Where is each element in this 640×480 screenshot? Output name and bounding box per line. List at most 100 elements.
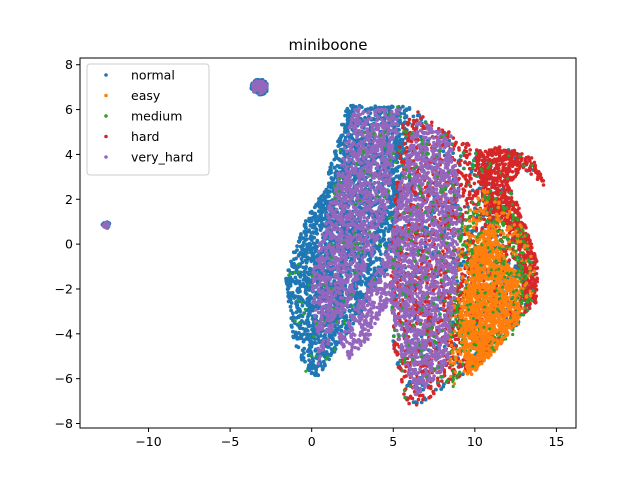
data-point [382,229,386,234]
data-point [465,196,470,201]
data-point [468,148,473,152]
data-point [296,345,301,350]
data-point [384,241,388,246]
data-point [306,272,311,276]
data-point [358,205,362,210]
data-point [295,244,299,249]
data-point [297,240,302,244]
data-point [359,294,363,299]
data-point [428,386,433,391]
data-point [302,229,307,234]
data-point [461,194,465,198]
data-point [318,210,323,215]
data-point [400,379,404,384]
data-point [306,312,311,316]
data-point [293,275,298,280]
data-point [467,152,472,156]
data-point [289,323,294,328]
data-point [529,172,533,176]
data-point [322,196,327,201]
data-point [298,250,303,255]
data-point [295,336,299,341]
data-point [415,113,420,118]
data-point [459,158,463,163]
data-point [307,304,312,309]
data-point [309,371,314,376]
data-point [507,258,512,263]
data-point [411,400,416,405]
data-point [441,249,445,253]
data-point [393,197,398,201]
data-point [311,366,316,370]
data-point [461,190,466,195]
data-point [330,181,335,185]
data-point [385,221,390,226]
data-points [100,78,546,407]
data-point [327,334,332,339]
data-point [395,342,400,347]
data-point [398,145,402,149]
data-point [298,275,303,279]
data-point [464,145,468,150]
data-point [309,219,313,224]
data-point [296,315,301,320]
data-point [299,234,303,238]
data-point [312,371,317,376]
data-point [286,286,291,291]
data-point [413,190,418,194]
data-point [307,358,311,363]
data-point [305,257,310,262]
data-point [524,168,528,172]
data-point [460,171,464,176]
data-point [351,321,356,326]
data-point [503,249,508,254]
data-point [347,308,352,313]
data-point [407,106,412,110]
data-point [306,320,311,325]
data-point [306,229,310,234]
data-point [337,138,342,142]
data-point [394,193,399,197]
data-point [310,211,314,216]
data-point [467,190,472,194]
data-point [432,391,436,396]
data-point [288,304,293,309]
data-point [461,187,466,191]
data-point [395,180,400,185]
data-point [317,197,321,201]
data-point [289,301,294,305]
data-point [399,160,404,164]
data-point [332,165,337,170]
data-point [350,104,355,109]
data-point [471,194,476,198]
data-point [314,341,318,346]
data-point [310,247,314,252]
data-point [285,281,289,286]
data-point [304,292,309,296]
data-point [309,235,314,240]
data-point [286,299,291,304]
data-point [303,327,308,332]
data-point [340,133,345,138]
data-point [306,324,311,329]
data-point [303,254,308,259]
data-point [460,284,464,288]
data-point [408,396,412,400]
data-point [466,204,470,209]
data-point [330,177,335,182]
data-point [336,144,341,149]
data-point [389,210,394,215]
data-point [416,110,420,114]
data-point [379,224,384,229]
data-point [376,247,381,252]
data-point [411,114,416,119]
data-point [318,228,323,233]
data-point [309,250,313,255]
data-point [442,382,446,386]
chart-title: miniboone [288,36,367,54]
data-point [308,364,313,368]
data-point [303,219,308,223]
data-point [407,117,412,122]
data-point [313,204,318,208]
data-point [301,265,305,270]
